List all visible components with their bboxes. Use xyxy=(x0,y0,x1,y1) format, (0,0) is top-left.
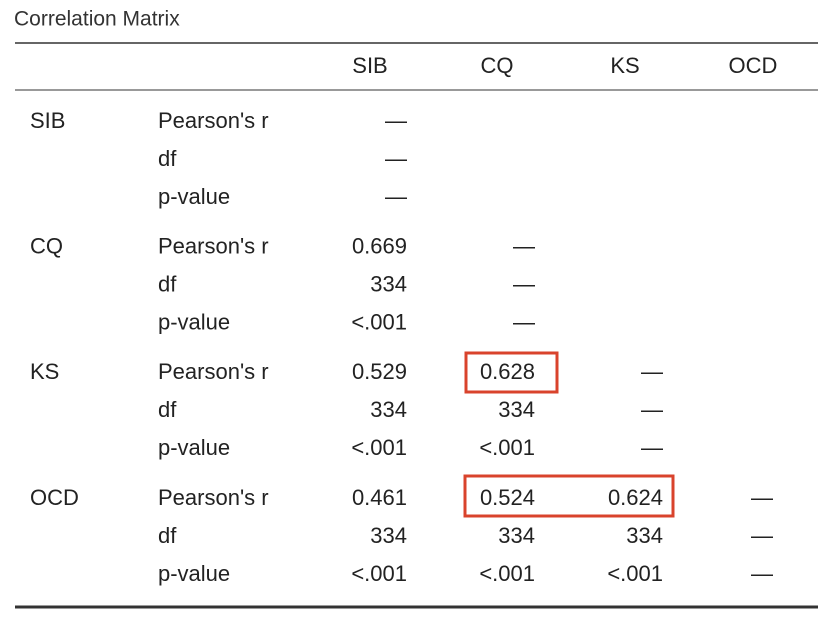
cell: — xyxy=(385,146,407,171)
cell: — xyxy=(641,435,663,460)
cell: <.001 xyxy=(351,310,407,335)
cell: — xyxy=(513,272,535,297)
row-stat: p-value xyxy=(158,184,230,209)
row-stat: df xyxy=(158,523,177,548)
cell: — xyxy=(751,523,773,548)
cell: — xyxy=(641,397,663,422)
cell: <.001 xyxy=(607,561,663,586)
cell: 334 xyxy=(498,523,535,548)
cell: — xyxy=(641,359,663,384)
column-header: SIB xyxy=(352,53,387,78)
row-stat: Pearson's r xyxy=(158,234,269,259)
cell: — xyxy=(751,561,773,586)
column-header: CQ xyxy=(481,53,514,78)
cell: — xyxy=(513,234,535,259)
cell: — xyxy=(385,108,407,133)
column-header: OCD xyxy=(729,53,778,78)
cell: — xyxy=(385,184,407,209)
row-stat: p-value xyxy=(158,435,230,460)
cell: 334 xyxy=(370,272,407,297)
cell: — xyxy=(513,310,535,335)
row-group: CQ xyxy=(30,234,63,259)
row-stat: p-value xyxy=(158,561,230,586)
highlight-box xyxy=(463,474,675,518)
row-stat: Pearson's r xyxy=(158,108,269,133)
row-stat: df xyxy=(158,146,177,171)
cell: <.001 xyxy=(479,435,535,460)
cell: <.001 xyxy=(351,561,407,586)
row-stat: df xyxy=(158,272,177,297)
row-stat: Pearson's r xyxy=(158,359,269,384)
row-group: OCD xyxy=(30,485,79,510)
row-group: KS xyxy=(30,359,59,384)
cell: 0.628 xyxy=(480,359,535,384)
cell: 0.624 xyxy=(608,485,663,510)
cell: 0.529 xyxy=(352,359,407,384)
column-header: KS xyxy=(610,53,639,78)
cell: 334 xyxy=(626,523,663,548)
cell: <.001 xyxy=(351,435,407,460)
highlight-box xyxy=(464,351,559,394)
row-group: SIB xyxy=(30,108,65,133)
table-title: Correlation Matrix xyxy=(14,8,180,31)
cell: 334 xyxy=(498,397,535,422)
row-stat: df xyxy=(158,397,177,422)
row-stat: p-value xyxy=(158,310,230,335)
cell: 334 xyxy=(370,397,407,422)
cell: 0.524 xyxy=(480,485,535,510)
cell: 334 xyxy=(370,523,407,548)
cell: — xyxy=(751,485,773,510)
cell: <.001 xyxy=(479,561,535,586)
cell: 0.461 xyxy=(352,485,407,510)
row-stat: Pearson's r xyxy=(158,485,269,510)
cell: 0.669 xyxy=(352,234,407,259)
